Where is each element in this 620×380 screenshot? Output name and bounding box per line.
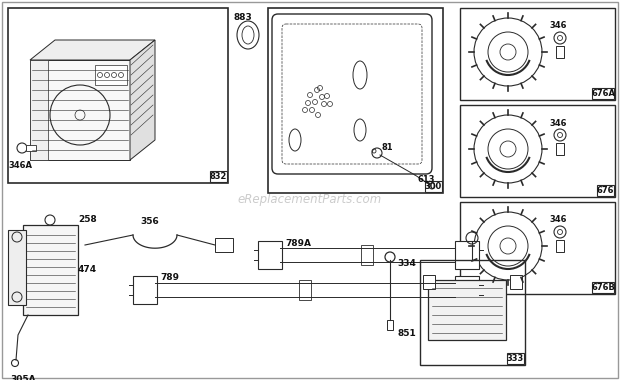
Polygon shape [30, 60, 130, 160]
Bar [95, 65, 127, 85]
Bar [428, 280, 506, 340]
Polygon shape [130, 40, 155, 160]
Bar [26, 145, 36, 151]
Text: eReplacementParts.com: eReplacementParts.com [238, 193, 382, 206]
Text: 474: 474 [78, 266, 97, 274]
Text: 676: 676 [596, 186, 614, 195]
Bar [596, 185, 614, 196]
Bar [460, 202, 615, 294]
Bar [268, 8, 443, 193]
Bar [361, 245, 373, 265]
Bar [258, 241, 282, 269]
Text: 613: 613 [418, 176, 435, 185]
Text: 81: 81 [382, 144, 394, 152]
Text: 851: 851 [397, 328, 416, 337]
Text: 346: 346 [549, 22, 567, 30]
Text: 789: 789 [160, 274, 179, 282]
Bar [556, 240, 564, 252]
Bar [423, 275, 435, 289]
Bar [8, 8, 228, 183]
Text: 676A: 676A [591, 89, 615, 98]
Bar [215, 238, 233, 252]
Text: 305A: 305A [10, 375, 35, 380]
Bar [133, 276, 157, 304]
Text: 346A: 346A [8, 160, 32, 169]
Bar [507, 353, 524, 364]
Bar [455, 241, 479, 269]
Text: 258: 258 [78, 215, 97, 225]
Text: 356: 356 [140, 217, 159, 226]
Text: 346: 346 [549, 119, 567, 128]
Bar [592, 88, 614, 99]
Text: 300: 300 [425, 182, 442, 191]
Bar [460, 105, 615, 197]
Text: 346: 346 [549, 215, 567, 225]
Bar [30, 60, 48, 160]
Text: 676B: 676B [591, 283, 615, 292]
Bar [510, 275, 522, 289]
Bar [592, 282, 614, 293]
Bar [425, 181, 442, 192]
Text: 334: 334 [397, 258, 416, 268]
Bar [455, 276, 479, 304]
Bar [299, 280, 311, 300]
Bar [420, 260, 525, 365]
Text: 789A: 789A [285, 239, 311, 247]
Text: 883: 883 [233, 14, 252, 22]
Bar [556, 46, 564, 58]
Bar [210, 171, 227, 182]
Bar [556, 143, 564, 155]
Text: 333: 333 [507, 354, 524, 363]
Text: 832: 832 [210, 172, 227, 181]
Bar [460, 8, 615, 100]
Polygon shape [30, 40, 155, 60]
Bar [387, 320, 393, 330]
Bar [8, 230, 26, 305]
Bar [23, 225, 78, 315]
